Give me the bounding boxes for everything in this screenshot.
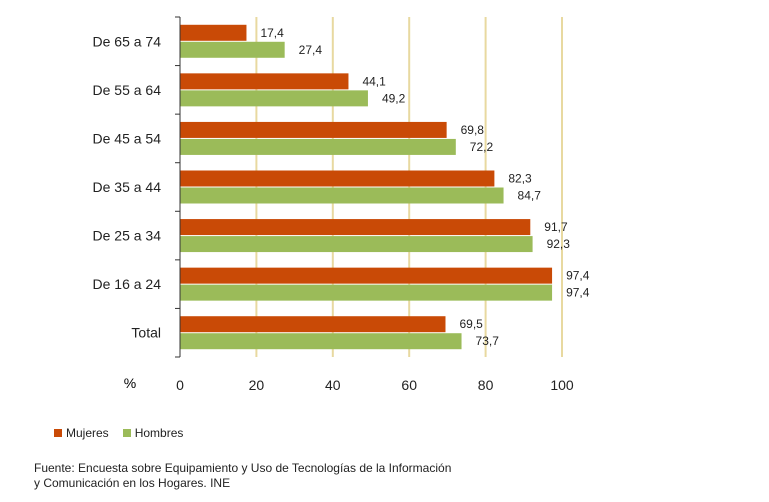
data-label-hombres-5: 97,4 [566, 286, 590, 300]
legend-label-hombres: Hombres [134, 426, 184, 440]
x-axis-unit-label: % [124, 375, 136, 391]
bar-mujeres-0 [180, 24, 247, 41]
source-note: Fuente: Encuesta sobre Equipamiento y Us… [34, 461, 594, 491]
category-label-3: De 35 a 44 [93, 179, 162, 195]
bar-hombres-0 [180, 41, 285, 58]
bar-hombres-2 [180, 138, 456, 155]
x-axis-ticks: 0 20 40 60 80 100 [176, 377, 574, 393]
category-label-2: De 45 a 54 [93, 130, 162, 146]
data-label-mujeres-4: 91,7 [544, 220, 568, 234]
x-tick-label-20: 20 [249, 377, 265, 393]
category-labels: De 65 a 74 De 55 a 64 De 45 a 54 De 35 a 44… [93, 16, 180, 358]
bar-chart: 17,4 27,4 44,1 49,2 69,8 72,2 82,3 84,7 91,7 92,3… [93, 16, 590, 393]
bar-mujeres-1 [180, 73, 349, 90]
bar-hombres-4 [180, 236, 533, 253]
category-label-1: De 55 a 64 [93, 82, 162, 98]
bar-mujeres-5 [180, 267, 553, 284]
category-label-5: De 16 a 24 [93, 276, 162, 292]
x-tick-label-0: 0 [176, 377, 184, 393]
data-label-mujeres-3: 82,3 [508, 172, 532, 186]
x-tick-label-60: 60 [401, 377, 417, 393]
category-label-6: Total [131, 325, 161, 341]
x-tick-label-40: 40 [325, 377, 341, 393]
data-label-mujeres-6: 69,5 [459, 317, 483, 331]
data-label-mujeres-2: 69,8 [461, 123, 485, 137]
source-line-1: Fuente: Encuesta sobre Equipamiento y Us… [34, 461, 452, 475]
x-tick-label-80: 80 [478, 377, 494, 393]
data-label-mujeres-1: 44,1 [362, 74, 386, 88]
legend-label-mujeres: Mujeres [66, 426, 109, 440]
category-label-0: De 65 a 74 [93, 33, 162, 49]
bar-mujeres-3 [180, 170, 495, 187]
bars [180, 24, 553, 350]
data-label-hombres-2: 72,2 [470, 140, 494, 154]
bar-hombres-6 [180, 333, 462, 350]
x-tick-label-100: 100 [550, 377, 574, 393]
bar-hombres-1 [180, 90, 368, 107]
data-label-mujeres-5: 97,4 [566, 269, 590, 283]
legend-swatch-mujeres [54, 429, 62, 437]
legend-item-hombres: Hombres [122, 426, 184, 440]
source-line-2: y Comunicación en los Hogares. INE [34, 476, 231, 490]
data-label-hombres-3: 84,7 [518, 189, 542, 203]
bar-hombres-5 [180, 284, 553, 301]
data-label-hombres-0: 27,4 [299, 43, 323, 57]
data-label-hombres-6: 73,7 [476, 334, 500, 348]
bar-mujeres-4 [180, 219, 531, 236]
category-label-4: De 25 a 34 [93, 228, 162, 244]
data-label-hombres-4: 92,3 [547, 237, 571, 251]
bar-mujeres-2 [180, 121, 447, 138]
data-labels: 17,4 27,4 44,1 49,2 69,8 72,2 82,3 84,7 91,7 92,3… [260, 26, 589, 348]
bar-hombres-3 [180, 187, 504, 204]
gridlines [255, 17, 563, 357]
data-label-mujeres-0: 17,4 [260, 26, 284, 40]
legend: Mujeres Hombres [54, 426, 183, 440]
data-label-hombres-1: 49,2 [382, 91, 406, 105]
legend-item-mujeres: Mujeres [54, 426, 109, 440]
bar-mujeres-6 [180, 316, 446, 333]
legend-swatch-hombres [122, 429, 131, 437]
